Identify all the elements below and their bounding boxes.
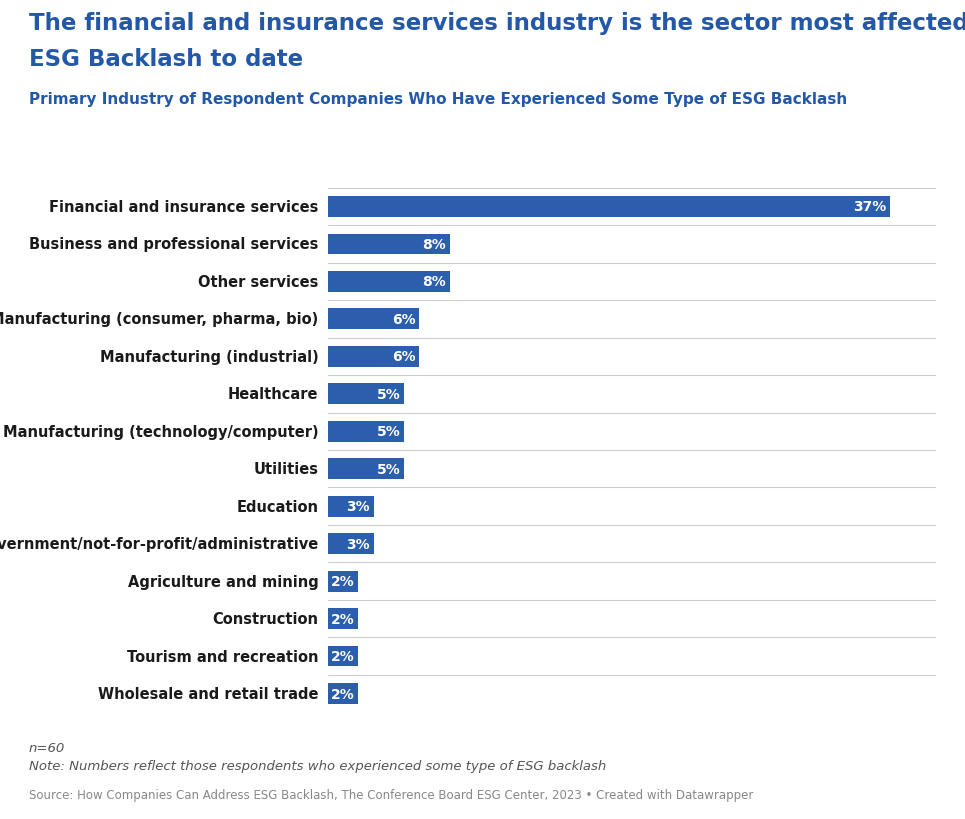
Bar (328, 534, 373, 554)
Text: 2%: 2% (331, 574, 355, 589)
Bar (328, 309, 419, 330)
Text: 5%: 5% (376, 387, 400, 401)
Text: Financial and insurance services: Financial and insurance services (49, 200, 318, 215)
Bar (328, 197, 891, 217)
Text: 6%: 6% (392, 312, 416, 327)
Text: 3%: 3% (346, 537, 370, 551)
Text: Manufacturing (consumer, pharma, bio): Manufacturing (consumer, pharma, bio) (0, 312, 318, 327)
Text: Manufacturing (industrial): Manufacturing (industrial) (99, 350, 318, 364)
Text: 6%: 6% (392, 350, 416, 364)
Text: 8%: 8% (422, 275, 446, 289)
Bar (328, 384, 404, 405)
Text: 2%: 2% (331, 687, 355, 701)
Text: Note: Numbers reflect those respondents who experienced some type of ESG backlas: Note: Numbers reflect those respondents … (29, 759, 606, 772)
Bar (328, 609, 359, 629)
Text: 2%: 2% (331, 612, 355, 626)
Text: ESG Backlash to date: ESG Backlash to date (29, 48, 303, 70)
Text: 5%: 5% (376, 425, 400, 439)
Bar (328, 459, 404, 479)
Text: Manufacturing (technology/computer): Manufacturing (technology/computer) (3, 424, 318, 439)
Text: Source: How Companies Can Address ESG Backlash, The Conference Board ESG Center,: Source: How Companies Can Address ESG Ba… (29, 788, 754, 801)
Text: 2%: 2% (331, 649, 355, 663)
Text: Education: Education (236, 499, 318, 514)
Text: 3%: 3% (346, 500, 370, 514)
Text: Utilities: Utilities (254, 462, 318, 477)
Text: Agriculture and mining: Agriculture and mining (127, 574, 318, 589)
Text: Healthcare: Healthcare (228, 387, 318, 402)
Text: The financial and insurance services industry is the sector most affected by: The financial and insurance services ind… (29, 12, 965, 35)
Text: 37%: 37% (853, 200, 887, 214)
Text: Wholesale and retail trade: Wholesale and retail trade (98, 686, 318, 701)
Bar (328, 684, 359, 704)
Text: Tourism and recreation: Tourism and recreation (127, 649, 318, 664)
Text: Primary Industry of Respondent Companies Who Have Experienced Some Type of ESG B: Primary Industry of Respondent Companies… (29, 92, 847, 106)
Text: n=60: n=60 (29, 741, 66, 754)
Bar (328, 272, 450, 292)
Bar (328, 646, 359, 667)
Text: Other services: Other services (198, 274, 318, 289)
Text: Construction: Construction (212, 612, 318, 627)
Text: Government/not-for-profit/administrative: Government/not-for-profit/administrative (0, 536, 318, 551)
Bar (328, 346, 419, 367)
Bar (328, 496, 373, 517)
Bar (328, 422, 404, 442)
Text: 5%: 5% (376, 462, 400, 476)
Bar (328, 234, 450, 255)
Text: Business and professional services: Business and professional services (29, 237, 318, 252)
Text: 8%: 8% (422, 238, 446, 251)
Bar (328, 571, 359, 592)
